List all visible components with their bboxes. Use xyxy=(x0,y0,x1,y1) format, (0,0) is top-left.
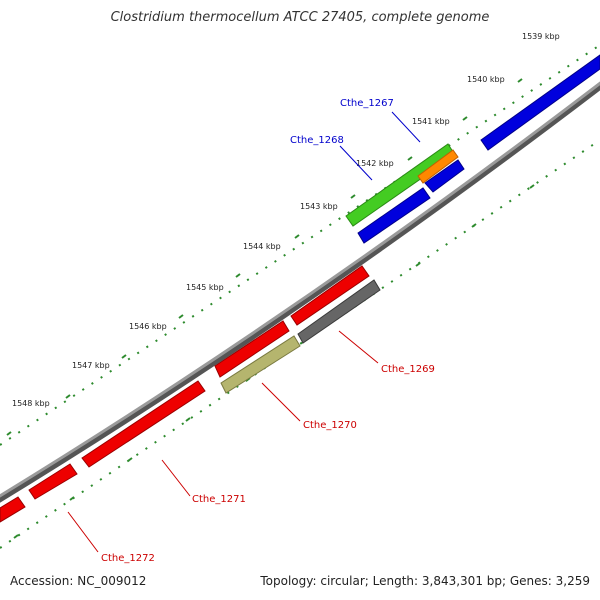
reverse-gene-cthe-1272[interactable] xyxy=(28,463,78,500)
reverse-gene-cthe-1271[interactable] xyxy=(81,380,206,468)
scale-label-1540: 1540 kbp xyxy=(467,75,505,84)
callout-lines xyxy=(67,111,421,553)
accession-text: Accession: NC_009012 xyxy=(10,574,147,588)
scale-label-1539: 1539 kbp xyxy=(522,32,560,41)
gene-label-cthe-1268[interactable]: Cthe_1268 xyxy=(290,135,344,146)
gene-label-cthe-1271[interactable]: Cthe_1271 xyxy=(192,494,246,505)
reverse-gene-arrow-mid[interactable] xyxy=(214,320,290,378)
outer-major-ticks xyxy=(6,78,523,436)
scale-labels: 1539 kbp 1540 kbp 1541 kbp 1542 kbp 1543… xyxy=(12,32,560,408)
backbone-shadow xyxy=(0,84,600,503)
gene-label-cthe-1267[interactable]: Cthe_1267 xyxy=(340,98,394,109)
reverse-gene-cthe-1269[interactable] xyxy=(290,265,370,326)
other-feature-cthe-1270[interactable] xyxy=(220,335,301,394)
scale-label-1542: 1542 kbp xyxy=(356,159,394,168)
map-title: Clostridium thermocellum ATCC 27405, com… xyxy=(110,10,490,25)
scale-label-1545: 1545 kbp xyxy=(186,283,224,292)
outer-scale-ring xyxy=(0,44,600,446)
forward-gene-cthe-1268[interactable] xyxy=(357,187,431,244)
gene-label-cthe-1269[interactable]: Cthe_1269 xyxy=(381,364,435,375)
callout-line-cthe-1267 xyxy=(391,111,421,143)
pseudo-gene-arrow[interactable] xyxy=(297,279,381,344)
misc-feature-arrow[interactable] xyxy=(417,149,459,184)
callout-line-cthe-1270 xyxy=(261,382,301,422)
reverse-strand-features xyxy=(0,265,381,523)
callout-line-cthe-1272 xyxy=(67,511,99,553)
scale-label-1548: 1548 kbp xyxy=(12,399,50,408)
forward-strand-features xyxy=(345,54,600,244)
reverse-gene-arrow-left[interactable] xyxy=(0,496,26,523)
forward-gene-small-arrow[interactable] xyxy=(424,159,465,193)
gene-labels: Cthe_1267 Cthe_1268 Cthe_1269 Cthe_1270 … xyxy=(101,98,435,564)
scale-label-1543: 1543 kbp xyxy=(300,202,338,211)
callout-line-cthe-1269 xyxy=(338,330,379,364)
scale-label-1547: 1547 kbp xyxy=(72,361,110,370)
callout-line-cthe-1271 xyxy=(161,459,191,497)
callout-line-cthe-1268 xyxy=(339,145,373,181)
forward-gene-arrow[interactable] xyxy=(480,54,600,151)
gene-label-cthe-1270[interactable]: Cthe_1270 xyxy=(303,420,357,431)
backbone-line xyxy=(0,81,600,498)
scale-label-1546: 1546 kbp xyxy=(129,322,167,331)
scale-label-1541: 1541 kbp xyxy=(412,117,450,126)
scale-label-1544: 1544 kbp xyxy=(243,242,281,251)
gene-label-cthe-1272[interactable]: Cthe_1272 xyxy=(101,553,155,564)
genome-summary-text: Topology: circular; Length: 3,843,301 bp… xyxy=(260,574,590,588)
backbone xyxy=(0,81,600,503)
